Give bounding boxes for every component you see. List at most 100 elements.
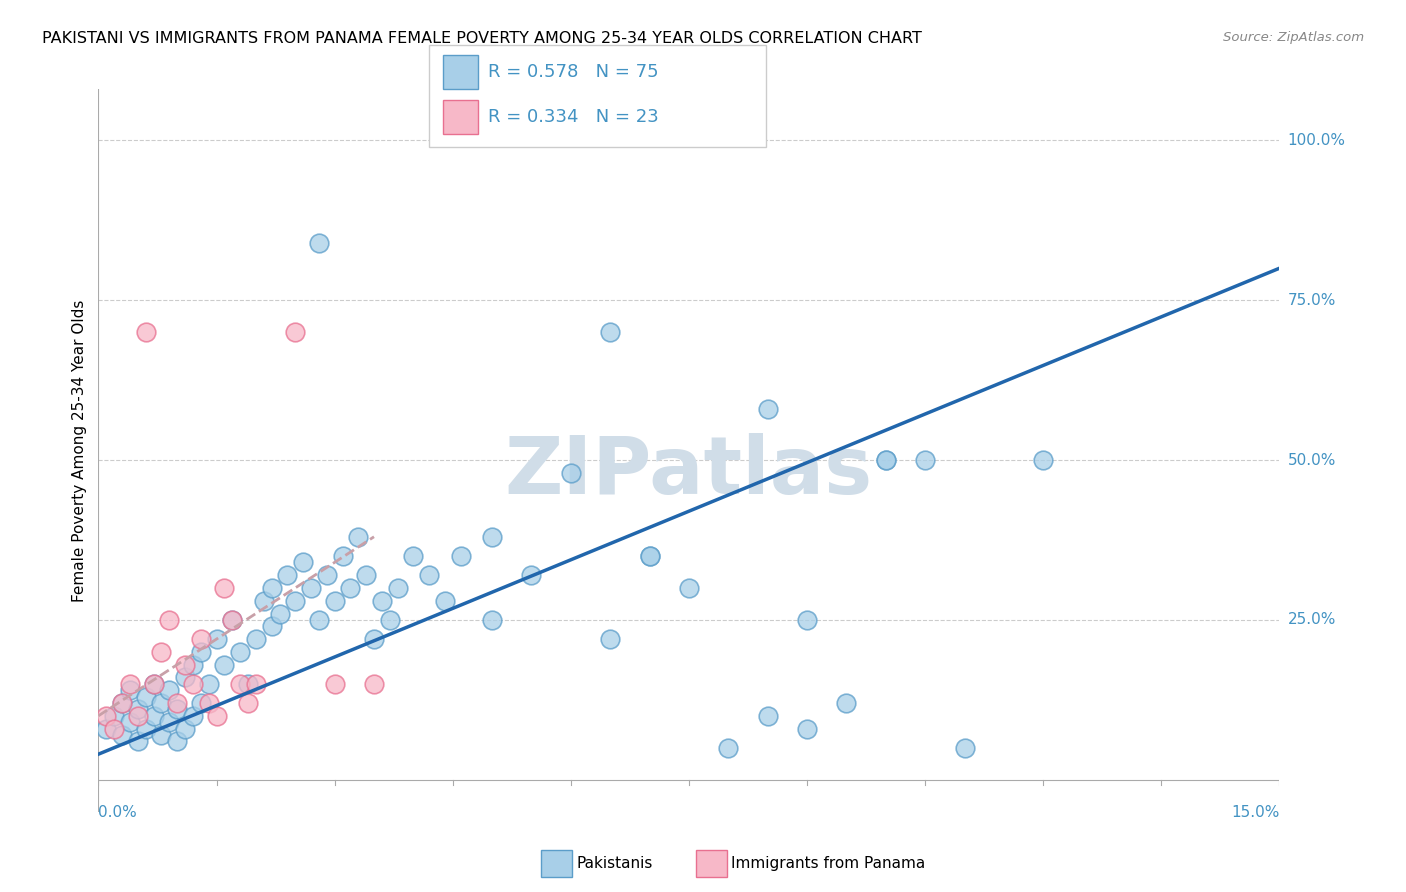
Point [142,708,165,723]
Point [260,581,283,595]
Point [875,453,897,467]
Text: R = 0.334   N = 23: R = 0.334 N = 23 [488,108,658,126]
Point [111,728,134,742]
Point [118,677,141,691]
Point [1032,453,1054,467]
Point [560,466,582,480]
Point [111,696,134,710]
Point [260,619,283,633]
Point [127,702,149,716]
Point [214,657,236,672]
Point [190,696,212,710]
Point [236,696,259,710]
Point [174,657,197,672]
Point [599,325,621,339]
Point [96,708,118,723]
Text: PAKISTANI VS IMMIGRANTS FROM PANAMA FEMALE POVERTY AMONG 25-34 YEAR OLDS CORRELA: PAKISTANI VS IMMIGRANTS FROM PANAMA FEMA… [42,31,922,46]
Point [221,613,243,627]
Point [157,683,180,698]
Point [520,568,543,582]
Point [481,530,503,544]
Point [914,453,936,467]
Point [363,632,385,646]
Point [339,581,361,595]
Point [103,722,125,736]
Point [135,722,157,736]
Point [433,593,456,607]
Point [245,677,267,691]
Point [284,593,307,607]
Point [142,677,165,691]
Text: 0.0%: 0.0% [98,805,138,820]
Point [323,677,346,691]
Point [363,677,385,691]
Point [150,696,173,710]
Point [796,722,818,736]
Point [135,690,157,704]
Point [190,645,212,659]
Point [953,740,976,755]
Point [354,568,377,582]
Point [756,401,779,416]
Point [450,549,472,563]
Point [205,708,228,723]
Text: Pakistanis: Pakistanis [576,856,652,871]
Point [371,593,394,607]
Point [284,325,307,339]
Point [166,734,188,748]
Text: ZIPatlas: ZIPatlas [505,434,873,511]
Text: 50.0%: 50.0% [1288,452,1336,467]
Point [756,708,779,723]
Point [181,677,204,691]
Point [253,593,276,607]
Point [174,670,197,684]
Point [174,722,197,736]
Point [214,581,236,595]
Point [197,677,219,691]
Point [142,677,165,691]
Text: Immigrants from Panama: Immigrants from Panama [731,856,925,871]
Point [197,696,219,710]
Point [299,581,322,595]
Point [292,555,315,569]
Point [308,235,330,250]
Text: 75.0%: 75.0% [1288,293,1336,308]
Point [96,722,118,736]
Point [190,632,212,646]
Point [127,734,149,748]
Point [229,677,252,691]
Point [796,613,818,627]
Point [387,581,409,595]
Point [229,645,252,659]
Y-axis label: Female Poverty Among 25-34 Year Olds: Female Poverty Among 25-34 Year Olds [72,300,87,601]
Text: Source: ZipAtlas.com: Source: ZipAtlas.com [1223,31,1364,45]
Text: 15.0%: 15.0% [1232,805,1279,820]
Point [599,632,621,646]
Point [638,549,661,563]
Point [166,702,188,716]
Point [127,708,149,723]
Point [103,708,125,723]
Point [236,677,259,691]
Point [332,549,354,563]
Point [418,568,440,582]
Point [150,728,173,742]
Point [118,683,141,698]
Text: 100.0%: 100.0% [1288,133,1346,148]
Point [166,696,188,710]
Point [347,530,370,544]
Point [181,657,204,672]
Point [221,613,243,627]
Point [402,549,425,563]
Text: R = 0.578   N = 75: R = 0.578 N = 75 [488,63,658,81]
Point [481,613,503,627]
Point [323,593,346,607]
Text: 25.0%: 25.0% [1288,613,1336,627]
Point [308,613,330,627]
Point [378,613,401,627]
Point [118,715,141,730]
Point [245,632,267,646]
Point [276,568,298,582]
Point [638,549,661,563]
Point [157,715,180,730]
